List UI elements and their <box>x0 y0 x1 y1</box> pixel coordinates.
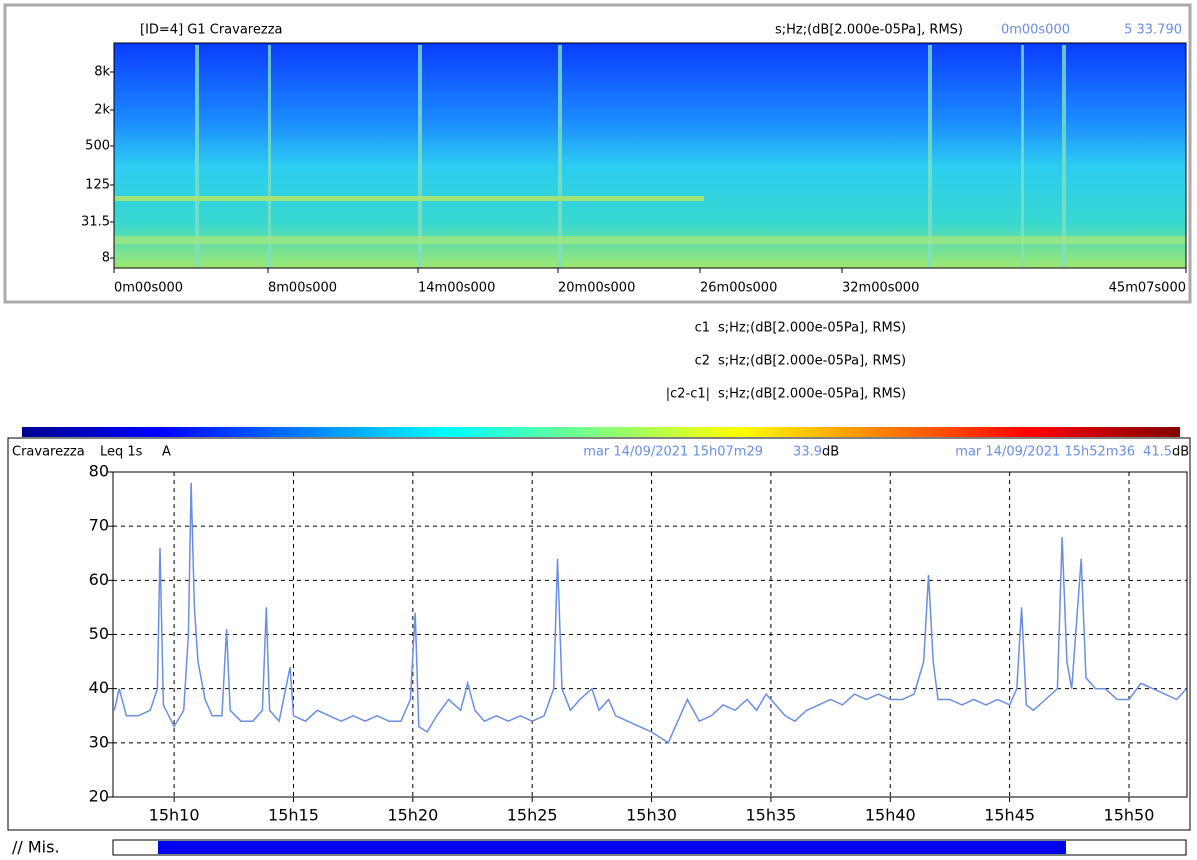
legend-name: |c2-c1| <box>666 387 710 402</box>
x-tick-label: 15h35 <box>745 806 796 825</box>
chart-panel <box>7 437 1191 831</box>
chart-title: Cravarezza <box>12 445 85 460</box>
x-tick-label: 15h15 <box>268 806 319 825</box>
x-tick-label: 15h45 <box>984 806 1035 825</box>
spectrogram-x-label: 14m00s000 <box>418 281 495 296</box>
legend-name: c2 <box>695 354 710 369</box>
spectrogram-y-label: 31.5 <box>81 215 110 230</box>
cursor1-time: mar 14/09/2021 15h07m29 <box>583 445 763 460</box>
y-tick-label: 40 <box>89 678 109 697</box>
footer-label: // Mis. <box>12 838 60 857</box>
cursor1-unit: dB <box>822 445 839 460</box>
spectrogram-y-label: 8k <box>94 65 110 80</box>
legend-units: s;Hz;(dB[2.000e-05Pa], RMS) <box>718 387 906 402</box>
legend-name: c1 <box>695 321 710 336</box>
spectrogram-x-label: 45m07s000 <box>1109 281 1186 296</box>
x-tick-label: 15h20 <box>387 806 438 825</box>
y-tick-label: 60 <box>89 570 109 589</box>
y-tick-label: 20 <box>89 787 109 806</box>
spectrogram-x-label: 26m00s000 <box>700 281 777 296</box>
measure-range <box>158 841 1066 854</box>
spectrogram-x-label: 20m00s000 <box>558 281 635 296</box>
spectrogram-y-label: 2k <box>94 103 110 118</box>
legend-units: s;Hz;(dB[2.000e-05Pa], RMS) <box>718 321 906 336</box>
spectrogram <box>114 43 1186 268</box>
colorbar <box>22 427 1180 437</box>
x-tick-label: 15h25 <box>507 806 558 825</box>
x-tick-label: 15h30 <box>626 806 677 825</box>
spectrogram-title: [ID=4] G1 Cravarezza <box>140 23 282 38</box>
x-tick-label: 15h10 <box>149 806 200 825</box>
spectrogram-y-label: 125 <box>85 178 110 193</box>
legend-units: s;Hz;(dB[2.000e-05Pa], RMS) <box>718 354 906 369</box>
x-tick-label: 15h50 <box>1104 806 1155 825</box>
spectrogram-y-label: 8 <box>102 251 110 266</box>
cursor2-value: 41.5 <box>1143 445 1172 460</box>
y-tick-label: 50 <box>89 624 109 643</box>
spectrogram-y-label: 500 <box>85 139 110 154</box>
y-tick-label: 80 <box>89 462 109 481</box>
spectrogram-x-label: 32m00s000 <box>842 281 919 296</box>
spectrogram-frame <box>113 42 1187 269</box>
chart-weighting: A <box>162 445 171 460</box>
cursor1-value: 33.9 <box>793 445 822 460</box>
spectrogram-units: s;Hz;(dB[2.000e-05Pa], RMS) <box>775 23 963 38</box>
cursor2-time: mar 14/09/2021 15h52m36 <box>955 445 1135 460</box>
cursor2-unit: dB <box>1172 445 1189 460</box>
y-tick-label: 30 <box>89 732 109 751</box>
spectrogram-x-label: 8m00s000 <box>268 281 337 296</box>
chart-metric: Leq 1s <box>100 445 143 460</box>
x-tick-label: 15h40 <box>865 806 916 825</box>
cursor-value: 5 33.790 <box>1124 23 1182 38</box>
y-tick-label: 70 <box>89 516 109 535</box>
spectrogram-x-label: 0m00s000 <box>114 281 183 296</box>
series-line <box>113 482 1187 744</box>
spectrogram-streaks <box>114 45 1186 268</box>
cursor-time: 0m00s000 <box>1001 23 1070 38</box>
